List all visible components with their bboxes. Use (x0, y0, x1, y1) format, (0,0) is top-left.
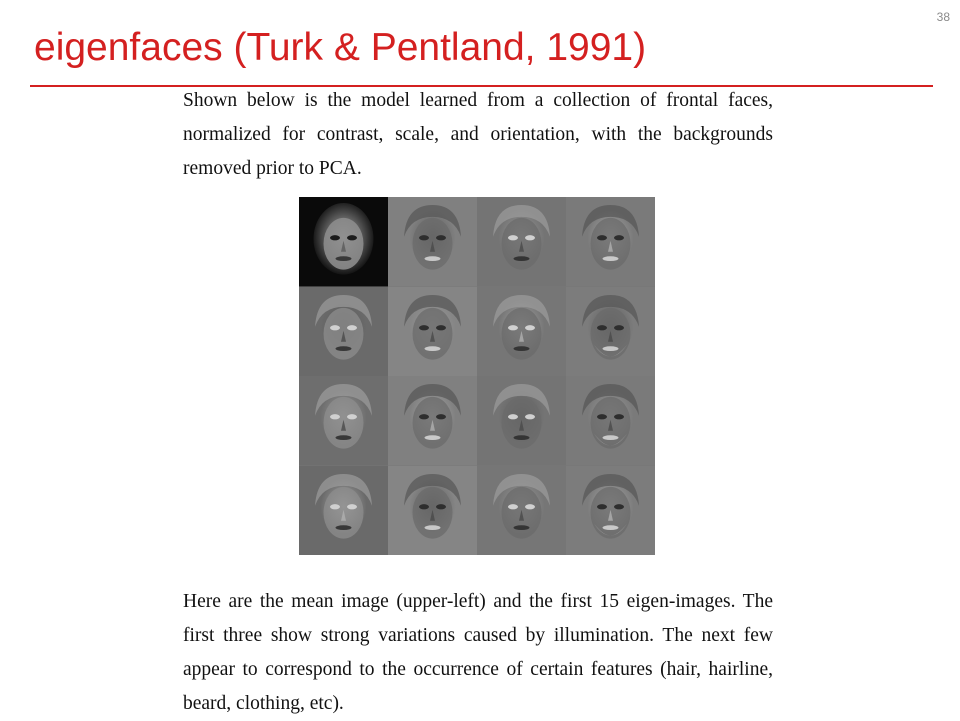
eigenface-image (477, 376, 566, 466)
eigenface-image (477, 465, 566, 555)
eigenface-image (388, 376, 477, 466)
eigenface-image (299, 376, 388, 466)
eigenface-image (566, 376, 655, 466)
eigenface-image (388, 286, 477, 376)
eigenface-image (477, 197, 566, 287)
eigenface-image (299, 286, 388, 376)
eigenface-image (566, 286, 655, 376)
slide-number: 38 (936, 10, 950, 24)
title-divider (30, 85, 933, 87)
eigenface-image (388, 197, 477, 287)
caption-paragraph: Here are the mean image (upper-left) and… (183, 591, 773, 714)
eigenface-image (477, 286, 566, 376)
mean-face-image (299, 197, 388, 287)
intro-paragraph: Shown below is the model learned from a … (183, 90, 773, 179)
slide-title: eigenfaces (Turk & Pentland, 1991) (34, 26, 647, 69)
eigenfaces-figure (299, 197, 655, 555)
eigenface-image (388, 465, 477, 555)
eigenface-image (566, 197, 655, 287)
eigenface-image (299, 465, 388, 555)
eigenface-image (566, 465, 655, 555)
